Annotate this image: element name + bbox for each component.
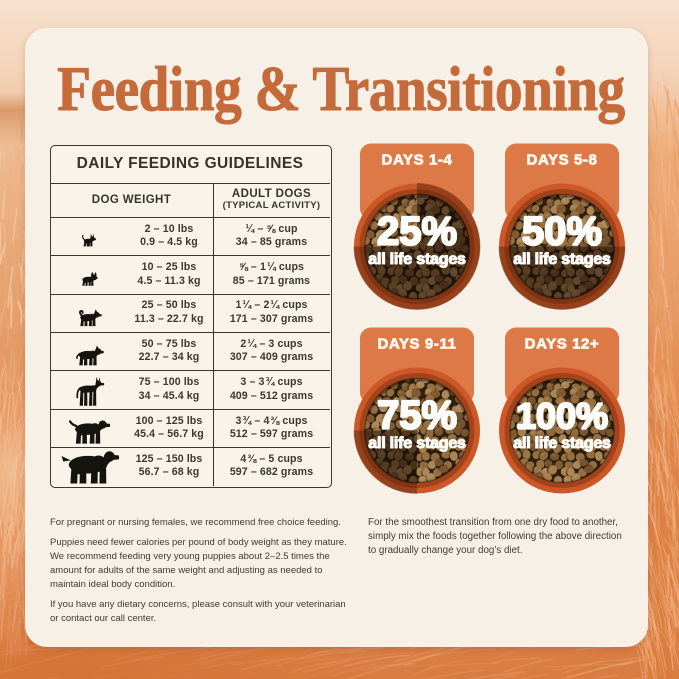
svg-text:DAYS 5-8: DAYS 5-8 bbox=[527, 152, 598, 169]
svg-text:50%: 50% bbox=[522, 210, 602, 254]
svg-text:DAYS 12+: DAYS 12+ bbox=[525, 336, 600, 353]
svg-text:all life stages: all life stages bbox=[513, 251, 611, 268]
svg-text:DAYS 9-11: DAYS 9-11 bbox=[377, 336, 456, 353]
svg-text:all life stages: all life stages bbox=[368, 251, 466, 268]
svg-text:25%: 25% bbox=[377, 210, 457, 254]
svg-text:100%: 100% bbox=[516, 396, 608, 437]
svg-text:all life stages: all life stages bbox=[368, 435, 466, 452]
svg-text:75%: 75% bbox=[377, 394, 457, 438]
svg-text:all life stages: all life stages bbox=[513, 435, 611, 452]
svg-text:DAYS 1-4: DAYS 1-4 bbox=[382, 152, 453, 169]
